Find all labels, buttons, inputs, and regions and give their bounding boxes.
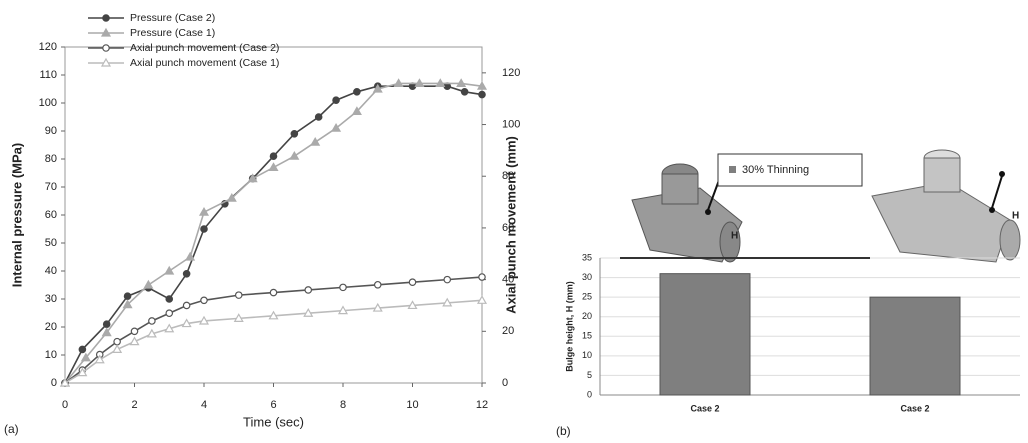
marker (270, 289, 276, 295)
part-label: H (731, 231, 738, 242)
x-tick-label: 0 (62, 399, 68, 411)
legend-label: Pressure (Case 2) (130, 12, 215, 24)
x-tick-label: 6 (270, 399, 276, 411)
y-tick-label: 25 (582, 292, 592, 302)
marker (183, 271, 189, 277)
y-tick-label: 90 (45, 125, 57, 137)
legend-label: Pressure (Case 1) (130, 27, 215, 39)
y-axis-label: Internal pressure (MPa) (9, 143, 24, 288)
annotation-swatch (729, 166, 736, 173)
panel-label: (a) (4, 422, 19, 436)
figure: 0102030405060708090100110120020406080100… (0, 0, 1028, 443)
marker (461, 89, 467, 95)
marker (315, 114, 321, 120)
legend-label: Axial punch movement (Case 2) (130, 42, 279, 54)
y-tick-label: 15 (582, 331, 592, 341)
y-tick-label: 80 (45, 153, 57, 165)
marker (79, 346, 85, 352)
y2-axis-label: Axial punch movement (mm) (503, 136, 518, 314)
y-tick-label: 35 (582, 252, 592, 262)
part-label: H (1012, 211, 1019, 222)
bar (660, 274, 750, 395)
y-tick-label: 0 (51, 377, 57, 389)
marker (166, 310, 172, 316)
marker (201, 297, 207, 303)
y-tick-label: 30 (582, 272, 592, 282)
marker (131, 328, 137, 334)
x-tick-label: Case 2 (690, 403, 719, 413)
x-tick-label: 10 (406, 399, 418, 411)
legend-marker (103, 15, 109, 21)
marker (479, 274, 485, 280)
y-tick-label: 10 (582, 350, 592, 360)
marker (340, 284, 346, 290)
marker (104, 321, 110, 327)
marker (270, 153, 276, 159)
y-tick-label: 10 (45, 349, 57, 361)
x-axis-label: Time (sec) (243, 414, 304, 429)
marker (124, 293, 130, 299)
y-tick-label: 60 (45, 209, 57, 221)
marker (479, 91, 485, 97)
marker (201, 226, 207, 232)
x-tick-label: 12 (476, 399, 488, 411)
marker (354, 89, 360, 95)
marker (236, 292, 242, 298)
x-tick-label: 2 (131, 399, 137, 411)
marker (409, 279, 415, 285)
y-tick-label: 20 (582, 311, 592, 321)
y2-tick-label: 0 (502, 377, 508, 389)
marker (149, 318, 155, 324)
y-tick-label: 30 (45, 293, 57, 305)
y-tick-label: 70 (45, 181, 57, 193)
marker (166, 296, 172, 302)
y2-tick-label: 100 (502, 118, 520, 130)
legend-label: Axial punch movement (Case 1) (130, 57, 279, 69)
x-tick-label: 4 (201, 399, 207, 411)
legend-marker (103, 45, 109, 51)
y-tick-label: 0 (587, 389, 592, 399)
y-tick-label: 50 (45, 237, 57, 249)
y-tick-label: 5 (587, 370, 592, 380)
marker (444, 276, 450, 282)
marker (291, 131, 297, 137)
y-axis-label: Bulge height, H (mm) (564, 281, 574, 372)
x-tick-label: Case 2 (900, 403, 929, 413)
marker (183, 302, 189, 308)
y2-tick-label: 20 (502, 325, 514, 337)
y-tick-label: 120 (39, 41, 57, 53)
y2-tick-label: 120 (502, 67, 520, 79)
panel-label: (b) (556, 424, 571, 438)
marker (375, 282, 381, 288)
x-tick-label: 8 (340, 399, 346, 411)
y-tick-label: 40 (45, 265, 57, 277)
y-tick-label: 110 (39, 69, 57, 81)
marker (333, 97, 339, 103)
marker (305, 287, 311, 293)
y-tick-label: 100 (39, 97, 57, 109)
annotation: 30% Thinning (742, 164, 809, 176)
bar (870, 297, 960, 395)
y-tick-label: 20 (45, 321, 57, 333)
marker (114, 338, 120, 344)
